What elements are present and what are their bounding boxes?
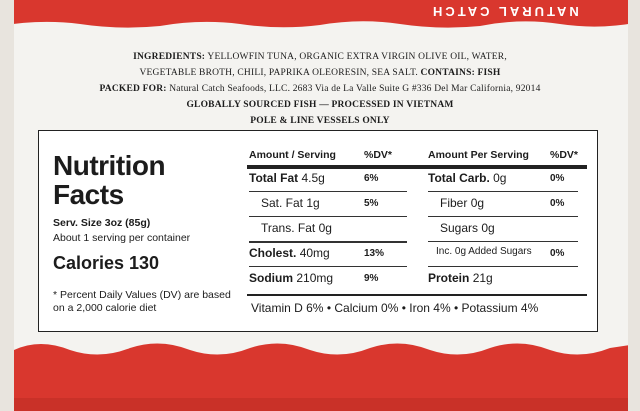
nutrient-row: Sat. Fat 1g (261, 196, 320, 210)
row-rule (249, 191, 407, 192)
nutrient-amount: 0g (481, 221, 495, 235)
nutrient-row: Total Fat 4.5g (249, 171, 325, 185)
row-rule (249, 266, 407, 267)
packed-for-line: PACKED FOR: Natural Catch Seafoods, LLC.… (60, 84, 580, 94)
nutrient-amount: 1g (306, 196, 320, 210)
nutrient-amount: 21g (472, 271, 493, 285)
nutrient-row: Sodium 210mg (249, 271, 333, 285)
column-header: Amount Per Serving (428, 149, 529, 161)
daily-value: 0% (550, 198, 565, 209)
vitamin: Vitamin D 6% (251, 301, 324, 315)
row-rule (428, 191, 578, 192)
nutrient-name: Sat. Fat (261, 196, 304, 210)
separator: • (401, 301, 406, 315)
vitamins-line: Vitamin D 6% • Calcium 0% • Iron 4% • Po… (251, 301, 538, 315)
servings-per-container: About 1 serving per container (53, 232, 191, 244)
vitamin: Calcium 0% (334, 301, 399, 315)
ingredients-line: INGREDIENTS: YELLOWFIN TUNA, ORGANIC EXT… (60, 52, 580, 62)
row-rule (428, 241, 578, 242)
daily-value: 5% (364, 198, 379, 209)
nutrient-name: Fiber (440, 196, 468, 210)
nutrient-row: Total Carb. 0g (428, 171, 506, 185)
nutrient-name: Sugars (440, 221, 479, 235)
column-header: %DV* (550, 149, 579, 161)
nutrient-name: Protein (428, 271, 470, 285)
row-rule (249, 241, 407, 243)
dv-footnote: * Percent Daily Values (DV) are based on… (53, 289, 231, 314)
daily-value: 9% (364, 273, 379, 284)
nutrient-row: Sugars 0g (440, 221, 495, 235)
nutrient-name: Total Fat (249, 171, 299, 185)
nutrient-name: Sodium (249, 271, 293, 285)
nutrient-amount: 0g (318, 221, 332, 235)
calories: Calories 130 (53, 253, 160, 273)
right-edge (628, 0, 640, 411)
nutrient-name: Total Carb. (428, 171, 490, 185)
vitamin: Iron 4% (409, 301, 451, 315)
nutrition-panel: Nutrition Facts Serv. Size 3oz (85g) Abo… (38, 130, 598, 332)
vessels-note: POLE & LINE VESSELS ONLY (250, 116, 390, 126)
packed-for-text: Natural Catch Seafoods, LLC. 2683 Via de… (169, 84, 541, 94)
nutrient-row: Cholest. 40mg (249, 246, 330, 260)
nutrient-row: Trans. Fat 0g (261, 221, 332, 235)
ingredients-text: VEGETABLE BROTH, CHILI, PAPRIKA OLEORESI… (139, 68, 418, 78)
nutrient-amount: 0g (470, 196, 485, 210)
bottom-band (14, 343, 630, 398)
row-rule (249, 216, 407, 217)
nutrient-name: Trans. Fat (261, 221, 316, 235)
nutrient-amount: 210mg (296, 271, 334, 285)
column-header: %DV* (364, 149, 393, 161)
row-rule (428, 266, 578, 267)
ingredients-text: YELLOWFIN TUNA, ORGANIC EXTRA VIRGIN OLI… (207, 52, 507, 62)
allergen: CONTAINS: FISH (420, 68, 501, 78)
ingredients-label: INGREDIENTS: (133, 52, 206, 62)
row-rule (428, 216, 578, 217)
nutrient-row: Protein 21g (428, 271, 493, 285)
packed-for-label: PACKED FOR: (99, 84, 167, 94)
nutrition-title: Nutrition Facts (53, 150, 166, 210)
daily-value: 0% (550, 248, 565, 259)
daily-value: 13% (364, 248, 385, 259)
vitamin: Potassium 4% (461, 301, 539, 315)
separator: • (326, 301, 332, 315)
sourcing-note: GLOBALLY SOURCED FISH — PROCESSED IN VIE… (186, 100, 454, 110)
top-band (0, 0, 640, 28)
left-edge (0, 0, 14, 411)
nutrient-amount: 4.5g (301, 171, 325, 185)
serving-size: Serv. Size 3oz (85g) (53, 217, 151, 229)
nutrient-amount: 0g (493, 171, 507, 185)
column-header: Amount / Serving (249, 149, 336, 161)
brand-name: NATURAL CATCH (430, 4, 579, 19)
nutrient-row: Inc. 0g Added Sugars (436, 246, 532, 257)
daily-value: 6% (364, 173, 379, 184)
nutrient-name: Inc. 0g Added Sugars (436, 246, 532, 257)
vitamin-rule (247, 294, 587, 296)
ingredients-line: VEGETABLE BROTH, CHILI, PAPRIKA OLEORESI… (60, 68, 580, 78)
daily-value: 0% (550, 173, 565, 184)
nutrient-amount: 40mg (299, 246, 330, 260)
bottom-edge (14, 398, 628, 411)
nutrient-name: Cholest. (249, 246, 297, 260)
separator: • (454, 301, 459, 315)
nutrient-row: Fiber 0g (440, 196, 484, 210)
header-rule (247, 165, 587, 169)
